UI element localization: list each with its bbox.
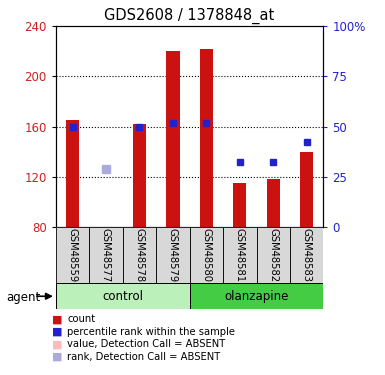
- Bar: [300, 152, 313, 227]
- Text: agent: agent: [6, 291, 40, 303]
- Text: count: count: [67, 315, 95, 324]
- FancyBboxPatch shape: [156, 227, 189, 283]
- FancyBboxPatch shape: [89, 227, 123, 283]
- Text: GSM48578: GSM48578: [134, 228, 144, 282]
- Text: value, Detection Call = ABSENT: value, Detection Call = ABSENT: [67, 339, 226, 349]
- Text: GSM48582: GSM48582: [268, 228, 278, 282]
- Bar: [266, 179, 280, 227]
- Title: GDS2608 / 1378848_at: GDS2608 / 1378848_at: [104, 7, 275, 24]
- FancyBboxPatch shape: [223, 227, 256, 283]
- Text: GSM48581: GSM48581: [235, 228, 245, 282]
- Text: ■: ■: [52, 352, 62, 362]
- Text: percentile rank within the sample: percentile rank within the sample: [67, 327, 235, 337]
- Bar: [66, 120, 79, 227]
- Text: GSM48559: GSM48559: [67, 228, 77, 282]
- Text: GSM48577: GSM48577: [101, 228, 111, 282]
- Bar: [200, 49, 213, 227]
- FancyBboxPatch shape: [189, 283, 323, 309]
- Text: ■: ■: [52, 315, 62, 324]
- FancyBboxPatch shape: [189, 227, 223, 283]
- FancyBboxPatch shape: [123, 227, 156, 283]
- Text: ■: ■: [52, 339, 62, 349]
- Text: GSM48580: GSM48580: [201, 228, 211, 282]
- Text: GSM48579: GSM48579: [168, 228, 178, 282]
- Bar: [133, 124, 146, 227]
- FancyBboxPatch shape: [56, 283, 189, 309]
- FancyBboxPatch shape: [290, 227, 323, 283]
- Text: ■: ■: [52, 327, 62, 337]
- Bar: [166, 51, 179, 227]
- Text: rank, Detection Call = ABSENT: rank, Detection Call = ABSENT: [67, 352, 221, 362]
- FancyBboxPatch shape: [56, 227, 89, 283]
- Text: control: control: [102, 290, 143, 303]
- FancyBboxPatch shape: [256, 227, 290, 283]
- Text: GSM48583: GSM48583: [302, 228, 312, 282]
- Bar: [233, 183, 246, 227]
- Text: olanzapine: olanzapine: [224, 290, 289, 303]
